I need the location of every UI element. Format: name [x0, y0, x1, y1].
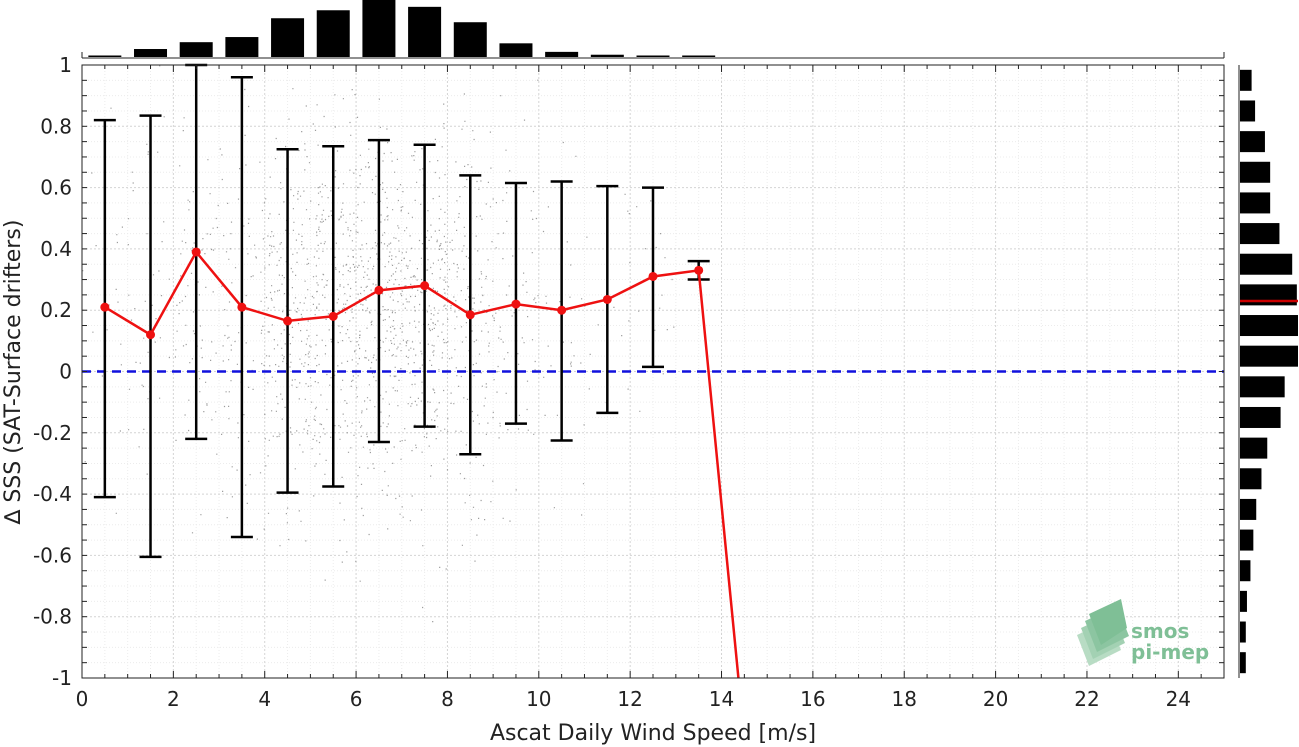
x-tick-label: 10	[526, 687, 551, 711]
y-tick-label: 0.6	[40, 176, 72, 200]
top-histogram-bar	[88, 55, 122, 57]
mean-point	[146, 330, 156, 340]
x-tick-label: 0	[76, 687, 89, 711]
right-histogram-bar	[1240, 529, 1254, 551]
top-histogram-bar	[545, 51, 579, 57]
mean-point	[191, 247, 201, 257]
mean-point	[465, 310, 475, 320]
right-histogram-bar	[1240, 69, 1252, 91]
top-histogram-bar	[682, 55, 716, 57]
mean-point	[237, 302, 247, 312]
x-tick-label: 2	[167, 687, 180, 711]
top-histogram-bar	[316, 10, 350, 57]
mean-point	[694, 265, 704, 275]
right-histogram-bar	[1240, 560, 1251, 582]
top-histogram-bar	[271, 18, 305, 58]
top-histogram-bar	[134, 49, 168, 57]
top-histogram-bar	[590, 54, 624, 57]
right-histogram-bar	[1240, 131, 1265, 153]
logo-layers-icon	[1077, 599, 1129, 666]
right-histogram-bar	[1240, 406, 1281, 428]
top-histogram-bar	[408, 6, 442, 57]
x-tick-label: 20	[983, 687, 1008, 711]
y-tick-label: -0.4	[33, 482, 72, 506]
x-tick-label: 22	[1074, 687, 1099, 711]
y-tick-labels: 1 0.8 0.6 0.4 0.2 0 -0.2 -0.4 -0.6 -0.8 -1	[33, 53, 72, 690]
right-histogram-bar	[1240, 223, 1280, 245]
x-tick-label: 4	[258, 687, 271, 711]
right-histogram-bar	[1240, 192, 1271, 214]
mean-point	[557, 305, 567, 315]
x-tick-label: 16	[800, 687, 825, 711]
right-histogram-bar	[1240, 345, 1298, 367]
mean-point	[602, 294, 612, 304]
mean-point	[374, 285, 384, 295]
right-histogram-bar	[1240, 652, 1246, 674]
top-histogram-bar	[179, 42, 213, 57]
y-tick-label: 0.8	[40, 114, 72, 138]
mean-point	[283, 316, 293, 326]
y-tick-label: -0.8	[33, 605, 72, 629]
y-tick-label: -0.6	[33, 543, 72, 567]
x-tick-label: 24	[1166, 687, 1191, 711]
right-histogram-bar	[1240, 161, 1271, 183]
right-histogram	[1238, 65, 1298, 678]
x-tick-label: 18	[892, 687, 917, 711]
y-axis-title: ∆ SSS (SAT-Surface drifters)	[1, 220, 26, 526]
top-histogram-bar	[636, 55, 670, 57]
y-tick-label: -0.2	[33, 421, 72, 445]
x-tick-label: 14	[709, 687, 734, 711]
logo-text-pimep: pi-mep	[1131, 640, 1209, 664]
axis-ticks	[81, 64, 1225, 679]
x-tick-label: 12	[617, 687, 642, 711]
y-tick-label: 0.4	[40, 237, 72, 261]
mean-point	[328, 311, 338, 321]
right-histogram-bar	[1240, 468, 1262, 490]
top-histogram-bar	[453, 22, 487, 57]
y-tick-label: 0	[59, 360, 72, 384]
top-histogram-bar	[499, 43, 533, 57]
logo-text-smos: smos	[1131, 619, 1189, 643]
right-histogram-bar	[1240, 621, 1246, 643]
right-histogram-bar	[1240, 498, 1257, 520]
mean-line	[100, 247, 740, 678]
right-histogram-bar	[1240, 315, 1298, 337]
right-histogram-bar	[1240, 253, 1293, 275]
mean-point	[100, 302, 110, 312]
error-bars	[93, 63, 710, 559]
mean-point	[648, 271, 658, 281]
top-histogram-bar	[362, 0, 396, 57]
x-tick-label: 6	[350, 687, 363, 711]
right-histogram-bar	[1240, 100, 1256, 122]
y-tick-label: 0.2	[40, 298, 72, 322]
right-histogram-bar	[1240, 376, 1285, 398]
x-axis-title: Ascat Daily Wind Speed [m/s]	[490, 721, 816, 746]
mean-point	[420, 281, 430, 291]
top-histogram	[81, 0, 1225, 59]
right-histogram-bar	[1240, 437, 1268, 459]
smos-pimep-logo: smos pi-mep	[1077, 599, 1209, 666]
x-tick-labels: 0 2 4 6 8 10 12 14 16 18 20 22 24	[76, 687, 1191, 711]
x-tick-label: 8	[441, 687, 454, 711]
top-histogram-bar	[225, 37, 259, 57]
right-histogram-bar	[1240, 590, 1247, 612]
y-tick-label: 1	[59, 53, 72, 77]
mean-point	[511, 299, 521, 309]
y-tick-label: -1	[52, 666, 72, 690]
